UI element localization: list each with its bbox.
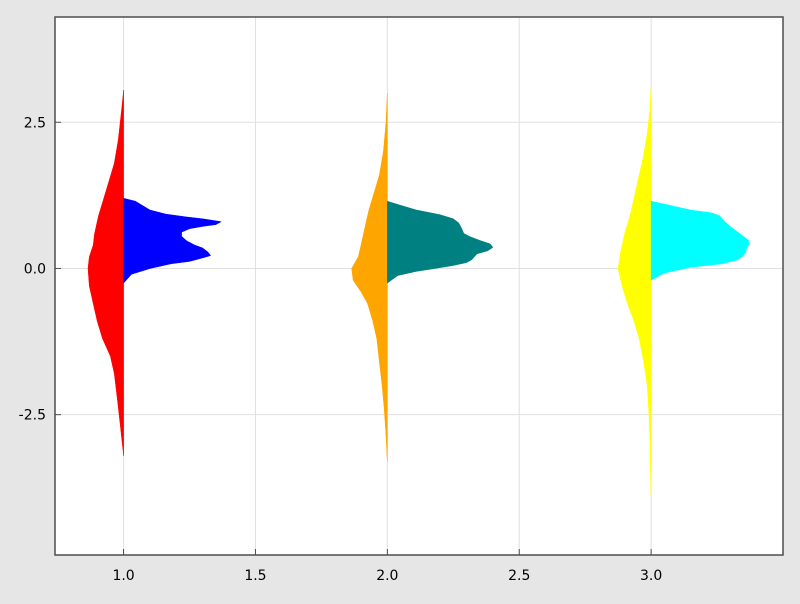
plot-area — [55, 17, 783, 555]
violin-left-half — [351, 92, 388, 462]
axis-ticks: 1.0 1.5 2.0 2.5 3.0 -2.5 0.0 2.5 — [19, 115, 663, 584]
violin-left-half — [87, 89, 124, 456]
y-tick-label: 2.5 — [24, 115, 46, 131]
x-tick-label: 3.0 — [640, 568, 662, 584]
violins — [87, 86, 749, 497]
plot-frame — [54, 16, 784, 556]
x-tick-label: 1.0 — [112, 568, 134, 584]
violin-right-half — [650, 200, 749, 281]
violin-left-half — [617, 86, 652, 497]
violin-right-half — [123, 198, 222, 284]
y-tick-label: 0.0 — [24, 261, 46, 277]
violin-right-half — [387, 200, 494, 284]
x-tick-label: 2.5 — [508, 568, 530, 584]
x-tick-label: 1.5 — [244, 568, 266, 584]
y-tick-label: -2.5 — [19, 408, 46, 424]
x-tick-label: 2.0 — [376, 568, 398, 584]
